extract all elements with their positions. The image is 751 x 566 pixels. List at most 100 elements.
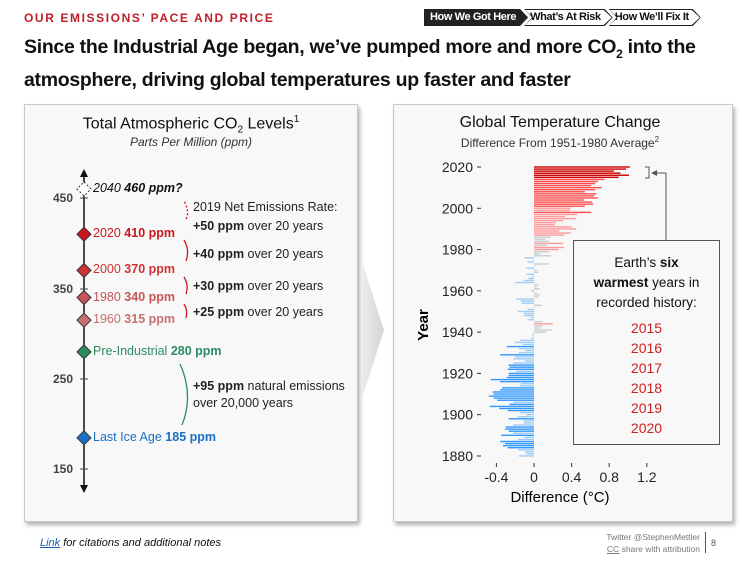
temperature-bar-1968 <box>526 273 534 276</box>
temperature-bar-1908 <box>493 397 534 399</box>
temperature-bar-1940 <box>534 331 547 333</box>
temperature-bar-1884 <box>507 447 534 449</box>
temperature-bar-2012 <box>534 182 596 185</box>
arrow-left-icon <box>651 170 657 176</box>
temperature-bar-1967 <box>532 275 534 278</box>
annotation-95ppm: +95 ppm natural emissions over 20,000 yea… <box>193 379 345 410</box>
x-tick-label: 1.2 <box>637 469 657 485</box>
warmest-year: 2015 <box>630 320 663 336</box>
temperature-bar-1935 <box>515 341 534 344</box>
temperature-bar-1918 <box>506 376 534 379</box>
co2-marker-diamond <box>76 181 92 197</box>
tab-label: How We’ll Fix It <box>614 11 689 23</box>
y-tick-label: 1920 <box>442 365 473 381</box>
axis-tick-label: 250 <box>53 372 74 386</box>
temperature-bar-2020 <box>534 166 630 168</box>
temperature-bar-1937 <box>531 337 534 340</box>
tab-label: How We Got Here <box>430 11 517 23</box>
co2-marker-diamond <box>76 344 92 360</box>
temperature-bar-2004 <box>534 199 584 201</box>
temperature-bar-1999 <box>534 209 570 212</box>
temperature-bar-1943 <box>534 325 543 327</box>
co2-point-label: 2020 410 ppm <box>93 226 176 241</box>
temperature-bar-1912 <box>500 389 534 391</box>
temperature-bar-1882 <box>524 451 534 453</box>
temperature-bar-1990 <box>534 228 577 230</box>
temperature-bar-1993 <box>534 222 556 224</box>
temperature-bar-1902 <box>507 409 534 412</box>
temperature-bar-1956 <box>516 298 534 300</box>
cc-link[interactable]: CC <box>606 544 620 554</box>
temperature-bar-1972 <box>534 265 535 267</box>
arrow-down-icon <box>80 485 88 493</box>
tab-how-we-got-here[interactable]: How We Got Here <box>424 9 528 26</box>
tab-label: What’s At Risk <box>530 11 601 23</box>
y-tick-label: 1900 <box>442 407 473 423</box>
tab-whats-at-risk[interactable]: What’s At Risk <box>524 9 613 26</box>
temperature-bar-1926 <box>524 360 534 362</box>
temperature-bar-2014 <box>534 178 605 181</box>
temperature-bar-1996 <box>534 215 566 218</box>
temperature-bar-1969 <box>534 271 539 273</box>
temperature-bar-1998 <box>534 211 592 214</box>
growth-arrow <box>183 276 188 295</box>
temperature-bar-2019 <box>534 168 627 170</box>
temperature-bar-1889 <box>524 436 534 439</box>
temperature-bar-1941 <box>534 329 552 331</box>
temperature-bar-1960 <box>531 290 534 292</box>
temperature-bar-1945 <box>534 321 543 323</box>
temperature-bar-1944 <box>534 323 553 325</box>
temperature-bar-1880 <box>518 455 534 457</box>
temperature-bar-1923 <box>509 366 534 368</box>
y-tick-label: 1940 <box>442 324 473 340</box>
temperature-bar-1991 <box>534 226 572 228</box>
temperature-bar-1898 <box>508 418 534 420</box>
temperature-bar-1976 <box>524 257 534 259</box>
chart-subtitle: Difference From 1951-1980 Average2 <box>460 135 660 150</box>
temperature-bar-1924 <box>508 364 534 366</box>
temperature-bar-1955 <box>520 300 534 302</box>
temperature-bar-1997 <box>534 213 578 216</box>
temperature-bar-1904 <box>489 405 534 408</box>
x-tick-label: 0.8 <box>599 469 619 485</box>
tab-how-well-fix-it[interactable]: How We’ll Fix It <box>609 9 701 26</box>
temperature-bar-2018 <box>534 170 614 172</box>
temperature-bar-1982 <box>534 244 548 247</box>
warmest-year: 2020 <box>630 420 663 436</box>
temperature-bar-1895 <box>513 424 534 426</box>
temperature-bar-1896 <box>523 422 534 424</box>
temperature-bar-1913 <box>502 387 534 389</box>
temperature-bar-1981 <box>534 246 565 249</box>
temperature-bar-1906 <box>513 401 534 403</box>
co2-point-label: Pre-Industrial 280 ppm <box>93 343 222 358</box>
temperature-bar-1888 <box>518 438 534 441</box>
temperature-bar-1958 <box>534 294 540 296</box>
temperature-bar-1950 <box>518 310 534 313</box>
arrow-up-icon <box>80 169 88 177</box>
temperature-bar-1994 <box>534 219 564 222</box>
temperature-bar-1916 <box>500 380 534 383</box>
temperature-bar-1899 <box>518 416 534 418</box>
co2-marker-diamond <box>76 226 92 242</box>
temperature-bar-1890 <box>501 434 534 437</box>
temperature-bar-1936 <box>519 339 534 342</box>
temperature-bar-1893 <box>504 428 534 430</box>
x-tick-label: 0.4 <box>562 469 582 485</box>
co2-point-label: 1960 315 ppm <box>93 312 176 327</box>
temperature-bar-1962 <box>534 286 537 288</box>
temperature-bar-1979 <box>534 250 550 253</box>
warmest-year: 2018 <box>630 380 663 396</box>
temperature-bar-1927 <box>513 358 534 360</box>
temperature-bar-2005 <box>534 197 598 199</box>
section-tabs: How We Got Here What’s At Risk How We’ll… <box>424 9 697 26</box>
temperature-bar-1934 <box>522 343 534 346</box>
temperature-bar-1987 <box>534 234 565 236</box>
temperature-bar-1920 <box>508 372 534 375</box>
temperature-bar-1977 <box>534 255 551 257</box>
temperature-bar-1948 <box>523 314 534 317</box>
co2-levels-panel <box>24 104 358 522</box>
temperature-bar-1925 <box>513 362 534 364</box>
temperature-bar-1989 <box>534 230 560 232</box>
citations-link[interactable]: Link <box>40 537 61 549</box>
